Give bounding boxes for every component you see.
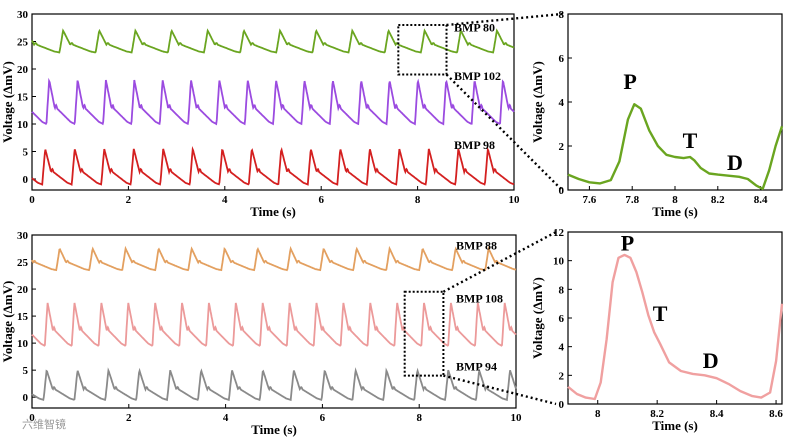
bottom-zoom-annotation-d: D — [703, 348, 719, 373]
top-zoom-ytick-label: 4 — [559, 97, 565, 109]
bottom-zoom-xtick-label: 8.6 — [769, 408, 783, 420]
bottom-main-series-line — [31, 302, 517, 347]
top-zoom-annotation-d: D — [727, 150, 743, 175]
bottom-main-chart: 0 2 4 6 8 10 0 5 10 15 20 25 30 Time (s) Voltage (ΔmV)… — [0, 230, 522, 437]
bottom-main-series-label: BMP 108 — [456, 291, 503, 305]
bottom-main-series-label: BMP 88 — [456, 238, 497, 252]
top-zoom-ytick-label: 0 — [559, 185, 565, 197]
top-main-series-line — [31, 28, 515, 54]
bottom-main-series-line — [31, 367, 517, 402]
bottom-main-ytick-label: 5 — [23, 365, 29, 377]
watermark: 六维智镜 — [22, 417, 66, 431]
bottom-zoom-ytick-label: 0 — [559, 399, 565, 411]
top-main-series-label: BMP 98 — [454, 138, 495, 152]
bottom-zoom-chart: 8 8.2 8.4 8.6 0 2 4 6 8 10 12 Time (s) Voltage (ΔmV)… — [530, 227, 783, 433]
bottom-zoom-ytick-label: 6 — [559, 313, 565, 325]
bottom-main-ytick-label: 10 — [17, 338, 29, 350]
top-main-ytick-label: 10 — [17, 119, 29, 131]
top-main-ytick-label: 5 — [23, 147, 29, 159]
top-zoom-frame — [567, 13, 783, 191]
top-main-ytick-label: 15 — [17, 92, 29, 104]
bottom-main-ytick-label: 30 — [17, 230, 29, 242]
top-main-frame — [31, 13, 515, 191]
top-main-xlabel: Time (s) — [250, 204, 296, 219]
bottom-main-ytick-label: 20 — [17, 284, 29, 296]
bottom-zoom-xlabel: Time (s) — [652, 418, 698, 433]
top-main-ytick-label: 25 — [17, 37, 29, 49]
bottom-main-xtick-label: 4 — [223, 412, 229, 424]
bottom-main-zoom-box — [403, 290, 445, 377]
top-zoom-annotation-p: P — [623, 69, 636, 94]
top-main-zoom-box — [397, 24, 448, 76]
top-main-series-label: BMP 80 — [454, 20, 495, 34]
bottom-zoom-xtick-label: 8.4 — [710, 408, 724, 420]
bottom-main-xtick-label: 2 — [126, 412, 132, 424]
top-main-xtick-label: 0 — [29, 194, 35, 206]
top-zoom-xtick-label: 7.8 — [625, 194, 639, 206]
bottom-main-xtick-label: 0 — [29, 412, 35, 424]
connector-line — [445, 73, 563, 191]
zoom-connectors — [442, 12, 563, 406]
top-zoom-xtick-label: 7.6 — [583, 194, 597, 206]
top-main-ytick-label: 30 — [17, 9, 29, 21]
bottom-main-xlabel: Time (s) — [251, 422, 297, 437]
bottom-zoom-xtick-label: 8 — [595, 408, 601, 420]
top-main-series-label: BMP 102 — [454, 69, 501, 83]
top-zoom-trace — [567, 103, 784, 191]
top-zoom-annotation-t: T — [683, 128, 698, 153]
top-zoom-ytick-label: 6 — [559, 53, 565, 65]
top-main-xtick-label: 10 — [509, 194, 521, 206]
bottom-zoom-ytick-label: 10 — [553, 256, 565, 268]
top-zoom-ylabel: Voltage (ΔmV) — [530, 61, 545, 143]
bottom-zoom-ylabel: Voltage (ΔmV) — [530, 277, 545, 359]
bottom-main-ytick-label: 0 — [23, 392, 29, 404]
bottom-main-xtick-label: 10 — [511, 412, 523, 424]
bottom-zoom-annotation-p: P — [621, 231, 634, 256]
top-main-chart: 0 2 4 6 8 10 0 5 10 15 20 25 30 Time (s) Voltage (ΔmV)… — [0, 9, 520, 219]
top-zoom-chart: 7.67.888.28.402468Time (s)Voltage (ΔmV)P… — [530, 9, 784, 219]
top-main-xtick-label: 4 — [222, 194, 228, 206]
top-main-ytick-label: 20 — [17, 64, 29, 76]
bottom-main-frame — [31, 234, 517, 409]
top-main-series-line — [31, 146, 515, 186]
bottom-main-xtick-label: 6 — [320, 412, 326, 424]
top-main-xtick-label: 6 — [318, 194, 324, 206]
bottom-zoom-xtick-label: 8.2 — [650, 408, 664, 420]
bottom-main-xtick-label: 8 — [416, 412, 422, 424]
top-zoom-xtick-label: 8.4 — [754, 194, 768, 206]
bottom-zoom-ytick-label: 2 — [559, 370, 565, 382]
bottom-zoom-trace — [567, 253, 784, 401]
top-main-ylabel: Voltage (ΔmV) — [0, 61, 15, 143]
top-zoom-xtick-label: 8 — [672, 194, 678, 206]
top-main-xtick-label: 2 — [126, 194, 132, 206]
top-zoom-ytick-label: 2 — [559, 141, 565, 153]
connector-line — [442, 230, 557, 293]
bottom-main-series-line — [31, 245, 517, 272]
bottom-main-ytick-label: 25 — [17, 257, 29, 269]
bottom-zoom-ytick-label: 4 — [559, 342, 565, 354]
bottom-main-series-label: BMP 94 — [456, 360, 497, 374]
top-main-ytick-label: 0 — [23, 174, 29, 186]
connector-line — [443, 374, 557, 406]
connector-line — [446, 12, 563, 27]
bottom-main-ytick-label: 15 — [17, 311, 29, 323]
bottom-zoom-ytick-label: 12 — [553, 227, 565, 239]
top-main-xtick-label: 8 — [415, 194, 421, 206]
top-zoom-xlabel: Time (s) — [652, 204, 698, 219]
bottom-main-ylabel: Voltage (ΔmV) — [0, 281, 15, 363]
top-zoom-xtick-label: 8.2 — [711, 194, 725, 206]
bottom-zoom-annotation-t: T — [653, 301, 668, 326]
top-main-series-line — [31, 77, 515, 126]
bottom-zoom-ytick-label: 8 — [559, 284, 565, 296]
